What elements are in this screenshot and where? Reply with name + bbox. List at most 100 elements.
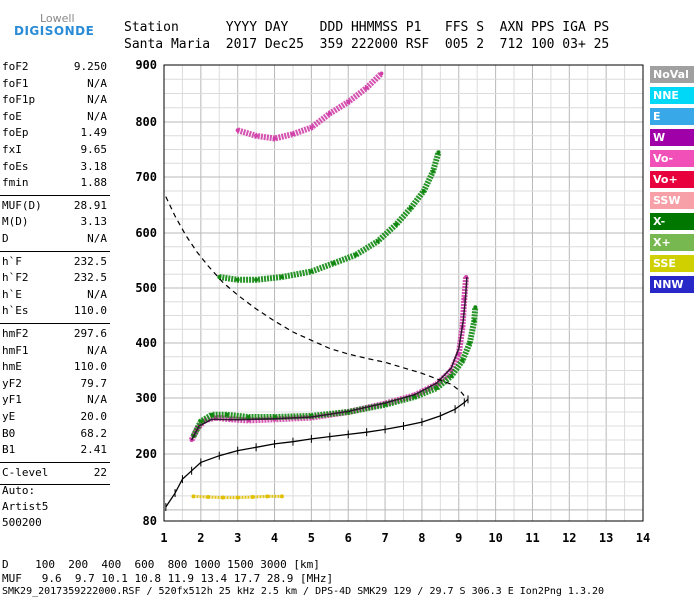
- trace-point: [265, 494, 270, 499]
- param-row: foF1p N/A: [2, 93, 107, 109]
- param-row: foF1 N/A: [2, 77, 107, 93]
- legend-item: X+: [650, 234, 694, 251]
- param-separator: [0, 250, 110, 252]
- param-name: fmin: [2, 176, 29, 190]
- param-separator: [0, 484, 110, 486]
- param-name: yF2: [2, 376, 22, 390]
- legend-item: SSE: [650, 255, 694, 272]
- y-tick-label: 80: [143, 514, 157, 528]
- x-tick-label: 14: [636, 531, 650, 545]
- footer-distance: D 100 200 400 600 800 1000 1500 3000 [km…: [2, 558, 320, 571]
- param-name: hmF2: [2, 327, 29, 340]
- x-tick-label: 2: [197, 531, 204, 545]
- param-value: 297.6: [73, 327, 107, 340]
- x-tick-label: 12: [562, 531, 576, 545]
- param-row: foEs 3.18: [2, 160, 107, 176]
- param-name: hmE: [2, 360, 22, 374]
- param-row: foEp 1.49: [2, 126, 107, 142]
- param-row: B1 2.41: [2, 443, 107, 459]
- param-value: N/A: [87, 343, 107, 357]
- trace-point: [473, 305, 478, 310]
- param-value: N/A: [87, 393, 107, 407]
- param-row: hmE 110.0: [2, 360, 107, 376]
- param-value: 110.0: [73, 360, 107, 374]
- trace-point: [408, 205, 413, 210]
- param-row: yF2 79.7: [2, 377, 107, 393]
- param-value: N/A: [87, 109, 107, 123]
- x-tick-label: 6: [345, 531, 352, 545]
- trace-point: [430, 169, 435, 174]
- y-tick-label: 800: [135, 115, 157, 129]
- y-tick-label: 400: [135, 336, 157, 350]
- param-row: h`F2 232.5: [2, 271, 107, 287]
- param-value: N/A: [87, 232, 107, 245]
- trace-point: [467, 341, 472, 345]
- header-labels: Station YYYY DAY DDD HHMMSS P1 FFS S AXN…: [124, 20, 610, 35]
- trace-point: [254, 277, 259, 282]
- param-value: 22: [93, 465, 107, 479]
- x-tick-label: 5: [308, 531, 315, 545]
- param-name: yF1: [2, 393, 22, 407]
- param-row: yF1 N/A: [2, 393, 107, 409]
- trace-point: [272, 136, 277, 141]
- param-row: foF2 9.250: [2, 60, 107, 76]
- legend-item: SSW: [650, 192, 694, 209]
- auto-software: Artist5: [2, 500, 49, 513]
- x-tick-label: 9: [455, 531, 462, 545]
- param-name: fxI: [2, 143, 22, 156]
- trace-point: [327, 111, 332, 116]
- logo-digisonde: DIGISONDE: [14, 24, 95, 38]
- trace-point: [290, 132, 295, 137]
- trace-point: [375, 239, 380, 244]
- x-tick-label: 3: [234, 531, 241, 545]
- param-name: C-level: [2, 465, 49, 479]
- header-values: Santa Maria 2017 Dec25 359 222000 RSF 00…: [124, 37, 610, 52]
- trace-point: [434, 386, 439, 391]
- param-name: B0: [2, 426, 16, 440]
- auto-version: 500200: [2, 516, 42, 529]
- trace-point: [412, 394, 417, 399]
- param-value: 79.7: [80, 376, 108, 390]
- footer-muf: MUF 9.6 9.7 10.1 10.8 11.9 13.4 17.7 28.…: [2, 572, 334, 585]
- param-row: D N/A: [2, 232, 107, 248]
- param-name: h`F2: [2, 271, 29, 285]
- param-row: hmF1 N/A: [2, 344, 107, 360]
- trace-point: [279, 275, 284, 279]
- param-value: 1.49: [80, 126, 108, 140]
- trace-point: [309, 125, 314, 130]
- param-value: N/A: [87, 76, 107, 90]
- trace-point: [191, 494, 196, 499]
- x-tick-label: 8: [418, 531, 425, 545]
- trace-point: [279, 494, 284, 499]
- param-name: foF1p: [2, 93, 36, 107]
- o-trace-fit: [190, 276, 468, 441]
- param-value: 9.250: [73, 60, 107, 73]
- trace-point: [235, 277, 240, 282]
- mpf-curve: [165, 196, 467, 399]
- trace-point: [460, 358, 465, 363]
- param-separator: [0, 323, 110, 324]
- trace-point: [394, 222, 399, 227]
- trace-point: [198, 419, 203, 424]
- axis-ticks: 1 2 3 4 5 6 7 8 9 10 11 12 13 14802003004005006007008…: [135, 58, 650, 545]
- trace-point: [331, 261, 336, 266]
- param-name: h`F: [2, 254, 22, 268]
- param-row: yE 20.0: [2, 410, 107, 426]
- y-tick-label: 300: [135, 391, 157, 405]
- auto-label: Auto:: [2, 484, 36, 497]
- param-separator: [0, 194, 110, 196]
- param-value: 1.88: [80, 176, 108, 190]
- trace-third_hop: [236, 71, 384, 142]
- trace-point: [250, 494, 255, 499]
- param-name: M(D): [2, 215, 29, 229]
- x-tick-label: 10: [488, 531, 502, 545]
- legend-item: E: [650, 108, 694, 125]
- param-row: B0 68.2: [2, 427, 107, 443]
- param-row: foE N/A: [2, 110, 107, 126]
- legend-item: Vo+: [650, 171, 694, 188]
- plot-frame: [163, 64, 644, 522]
- param-value: 110.0: [73, 304, 107, 318]
- param-name: foF2: [2, 60, 29, 73]
- trace-point: [217, 275, 222, 279]
